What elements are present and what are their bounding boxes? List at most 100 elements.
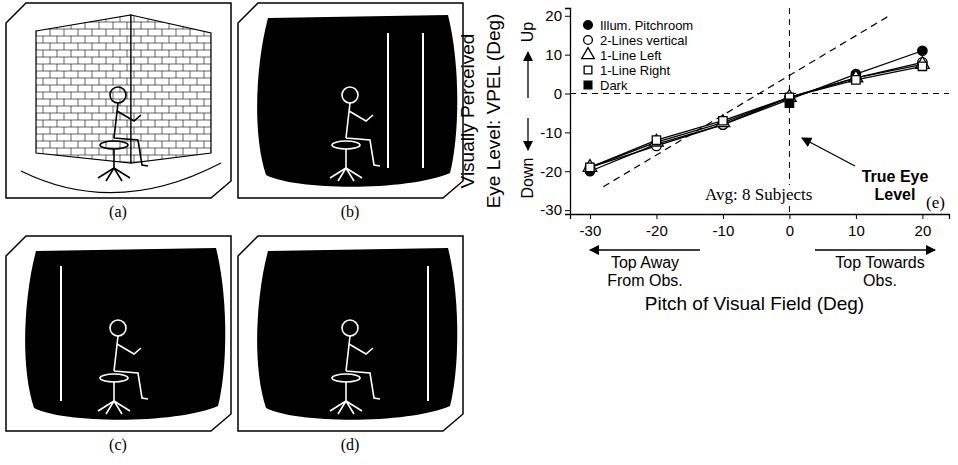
brick-joint xyxy=(169,120,170,127)
brick-joint xyxy=(162,155,163,162)
reference-vline xyxy=(789,8,790,214)
brick-joint xyxy=(43,22,44,29)
brick-joint xyxy=(197,134,198,141)
brick-joint xyxy=(92,99,93,106)
brick-joint xyxy=(43,106,44,113)
observer-head xyxy=(342,320,358,336)
brick-joint xyxy=(183,162,184,169)
brick-joint xyxy=(141,78,142,85)
x-tick-label: 10 xyxy=(848,222,865,239)
brick-joint xyxy=(71,78,72,85)
brick-joint xyxy=(176,127,177,134)
brick-joint xyxy=(106,113,107,120)
up-arrow xyxy=(527,52,528,98)
legend-item: Illum. Pitchroom xyxy=(584,18,694,33)
brick-joint xyxy=(71,92,72,99)
brick-joint xyxy=(106,15,107,22)
y-tick: 0 xyxy=(554,85,570,102)
brick-joint xyxy=(85,36,86,43)
brick-joint xyxy=(57,162,58,169)
brick-joint xyxy=(64,99,65,106)
brick-joint xyxy=(176,29,177,36)
y-tick-label: -20 xyxy=(540,163,562,180)
brick-joint xyxy=(50,85,51,92)
brick-joint xyxy=(211,22,212,29)
brick-joint xyxy=(57,148,58,155)
brick-joint xyxy=(78,29,79,36)
brick-joint xyxy=(155,22,156,29)
brick-joint xyxy=(99,134,100,141)
panel-label: (e) xyxy=(926,193,945,212)
series-marker xyxy=(586,163,594,171)
brick-joint xyxy=(113,120,114,127)
series-marker xyxy=(583,160,597,172)
brick-joint xyxy=(211,36,212,43)
brick-joint xyxy=(183,36,184,43)
y-tick: -30 xyxy=(540,201,570,218)
observer-body xyxy=(114,103,148,166)
observer xyxy=(98,320,148,414)
x-tick-label: 0 xyxy=(786,222,794,239)
left-arrow xyxy=(590,249,700,250)
brick-joint xyxy=(71,22,72,29)
brick-joint xyxy=(78,99,79,106)
brick-joint xyxy=(155,36,156,43)
room-box xyxy=(238,3,463,198)
x-left-label-line: Top Away xyxy=(611,254,679,271)
room-drawing xyxy=(238,3,463,198)
x-axis-line xyxy=(571,215,950,220)
panel-label: (d) xyxy=(341,436,360,454)
brick-joint xyxy=(190,113,191,120)
down-arrow xyxy=(527,118,528,150)
brick-joint xyxy=(106,155,107,162)
brick-joint xyxy=(36,85,37,92)
brick-joint xyxy=(183,50,184,57)
brick-joint xyxy=(92,15,93,22)
brick-row xyxy=(31,120,216,121)
brick-joint xyxy=(64,15,65,22)
brick-joint xyxy=(197,36,198,43)
brick-joint xyxy=(134,29,135,36)
brick-joint xyxy=(99,78,100,85)
brick-joint xyxy=(183,64,184,71)
brick-joint xyxy=(148,141,149,148)
brick-joint xyxy=(155,64,156,71)
brick-joint xyxy=(176,85,177,92)
panel-label: (a) xyxy=(109,203,127,221)
brick-joint xyxy=(141,22,142,29)
brick-joint xyxy=(43,64,44,71)
brick-row xyxy=(31,155,216,156)
brick-joint xyxy=(155,78,156,85)
x-tick: 10 xyxy=(848,214,865,239)
brick-joint xyxy=(92,29,93,36)
brick-joint xyxy=(92,127,93,134)
brick-joint xyxy=(162,15,163,22)
legend-label: Illum. Pitchroom xyxy=(600,18,693,33)
panel-label: (c) xyxy=(109,436,127,454)
brick-joint xyxy=(50,43,51,50)
brick-joint xyxy=(113,22,114,29)
brick-joint xyxy=(162,29,163,36)
brick-row xyxy=(31,134,216,135)
x-tick-mark xyxy=(922,214,923,219)
y-axis-title: Visually PerceivedEye Level: VPEL (Deg) xyxy=(457,14,504,209)
brick-row xyxy=(31,15,216,16)
brick-joint xyxy=(57,134,58,141)
brick-joint xyxy=(211,120,212,127)
brick-joint xyxy=(204,141,205,148)
brick-joint xyxy=(134,155,135,162)
brick-joint xyxy=(85,134,86,141)
y-tick-label: -30 xyxy=(540,201,562,218)
brick-joint xyxy=(141,106,142,113)
brick-joint xyxy=(120,127,121,134)
brick-joint xyxy=(64,29,65,36)
series-marker xyxy=(716,115,730,127)
brick-row xyxy=(31,57,216,58)
brick-joint xyxy=(43,50,44,57)
brick-joint xyxy=(169,92,170,99)
brick-joint xyxy=(92,57,93,64)
brick-joint xyxy=(211,148,212,155)
figure: (a)(b)(c)(d)-30-20-1001020-30-20-1001020… xyxy=(0,0,958,465)
legend-item: 1-Line Left xyxy=(582,48,662,63)
brick-joint xyxy=(78,15,79,22)
